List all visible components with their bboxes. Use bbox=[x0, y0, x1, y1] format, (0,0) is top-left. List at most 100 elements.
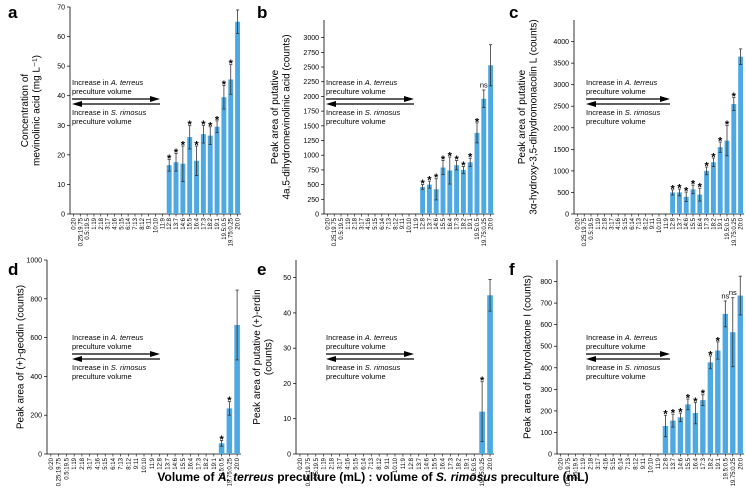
x-tick-label: 17:3 bbox=[448, 457, 454, 469]
x-tick-label: 8:12 bbox=[643, 217, 649, 229]
bar bbox=[228, 79, 234, 214]
annotation-text: Increase in bbox=[72, 108, 111, 117]
significance-star: * bbox=[725, 119, 730, 131]
x-tick-label: 20:0 bbox=[236, 217, 242, 229]
x-tick-label: 4:16 bbox=[616, 217, 622, 229]
x-tick-label: 19.5:0.5 bbox=[475, 217, 481, 239]
bar bbox=[690, 189, 696, 214]
bar bbox=[235, 21, 241, 214]
x-tick-label: 5:15 bbox=[103, 457, 109, 469]
significance-star: * bbox=[468, 152, 473, 164]
y-tick-label: 100 bbox=[540, 430, 552, 437]
y-tick-label: 800 bbox=[540, 279, 552, 286]
bar bbox=[677, 417, 684, 454]
bar bbox=[214, 126, 220, 214]
x-tick-label: 4:16 bbox=[345, 457, 351, 469]
y-tick-label: 50 bbox=[57, 64, 65, 71]
x-tick-label: 18:2 bbox=[456, 457, 462, 469]
y-tick-label: 40 bbox=[283, 310, 291, 317]
x-tick-label: 1:19 bbox=[92, 217, 98, 229]
y-axis-label-line: mevinolinic acid (mg L⁻¹) bbox=[32, 55, 43, 166]
significance-star: * bbox=[441, 154, 446, 166]
annotation-line: Increase in A. terreus bbox=[326, 333, 398, 342]
x-title-part: preculture (mL) : volume of bbox=[273, 470, 436, 484]
y-tick-label: 2000 bbox=[303, 94, 319, 101]
bar bbox=[697, 194, 703, 214]
y-axis-label: Peak area of putative4a,5-dihydromevinol… bbox=[270, 34, 293, 199]
annotation-line: preculture volume bbox=[72, 372, 132, 381]
arrow-right-icon bbox=[660, 96, 670, 102]
significance-star: * bbox=[454, 154, 459, 166]
significance-star: * bbox=[711, 151, 716, 163]
annotation-line: Increase in A. terreus bbox=[72, 333, 144, 342]
x-tick-label: 12:8 bbox=[663, 457, 669, 469]
x-tick-label: 10:10 bbox=[142, 457, 148, 473]
significance-star: * bbox=[732, 91, 737, 103]
x-tick-label: 0.25:19.75 bbox=[78, 217, 84, 246]
y-axis-label-line: Peak area of putative bbox=[270, 69, 281, 164]
annotation-line: preculture volume bbox=[326, 372, 386, 381]
x-tick-label: 8:12 bbox=[140, 217, 146, 229]
panel-label: c bbox=[509, 3, 518, 22]
x-tick-label: 3:17 bbox=[596, 457, 602, 469]
x-tick-label: 13:7 bbox=[677, 217, 683, 229]
arrow-left-icon bbox=[72, 101, 82, 107]
x-tick-label: 19.5:0.5 bbox=[220, 457, 226, 479]
x-tick-label: 4:16 bbox=[366, 217, 372, 229]
x-tick-label: 0:20 bbox=[71, 217, 77, 229]
x-tick-label: 19.75:0.25 bbox=[227, 457, 233, 486]
y-axis-label: Peak area of putative3α-hydroxy-3,5-dihy… bbox=[517, 19, 540, 215]
x-tick-label: 19.75:0.25 bbox=[731, 457, 737, 486]
bar bbox=[488, 65, 494, 215]
x-tick-label: 15:5 bbox=[433, 457, 439, 469]
annotation-text: Increase in bbox=[72, 363, 111, 372]
x-tick-label: 2:18 bbox=[353, 217, 359, 229]
y-tick-label: 0 bbox=[287, 452, 291, 459]
annotation-line: preculture volume bbox=[586, 87, 646, 96]
x-tick-label: 2:18 bbox=[99, 217, 105, 229]
annotation-line: preculture volume bbox=[326, 342, 386, 351]
x-tick-label: 9:11 bbox=[641, 457, 647, 469]
x-tick-label: 3:17 bbox=[609, 217, 615, 229]
significance-star: * bbox=[701, 388, 706, 400]
x-tick-label: 12:8 bbox=[421, 217, 427, 229]
x-tick-label: 15:5 bbox=[188, 217, 194, 229]
annotation-text: Increase in bbox=[326, 108, 365, 117]
annotation-line: Increase in S. rimosus bbox=[326, 108, 400, 117]
x-tick-label: 14:6 bbox=[434, 217, 440, 229]
y-tick-label: 2250 bbox=[303, 79, 319, 86]
annotation-species: S. rimosus bbox=[625, 363, 661, 372]
significance-star: * bbox=[663, 409, 668, 421]
significance-star: * bbox=[222, 79, 227, 91]
y-axis-label: Peak area of (+)-geodin (counts) bbox=[16, 285, 27, 429]
bar bbox=[221, 97, 227, 214]
x-tick-label: 19.5:0.5 bbox=[725, 217, 731, 239]
y-tick-label: 750 bbox=[307, 167, 319, 174]
annotation-line: preculture volume bbox=[326, 87, 386, 96]
y-tick-label: 400 bbox=[30, 374, 42, 381]
y-tick-label: 3000 bbox=[553, 82, 569, 89]
y-tick-label: 1250 bbox=[303, 138, 319, 145]
y-axis-label-line: 4a,5-dihydromevinolinic acid (counts) bbox=[282, 34, 293, 199]
x-tick-label: 15:5 bbox=[686, 457, 692, 469]
significance-star: * bbox=[704, 161, 709, 173]
arrow-right-icon bbox=[404, 96, 414, 102]
x-tick-label: 17:3 bbox=[455, 217, 461, 229]
significance-star: * bbox=[677, 182, 682, 194]
x-tick-label: 16:4 bbox=[189, 457, 195, 469]
significance-star: * bbox=[670, 183, 675, 195]
x-tick-label: 11:9 bbox=[414, 217, 420, 229]
x-tick-label: 0.25:19.75 bbox=[57, 457, 63, 486]
x-tick-label: 11:9 bbox=[160, 217, 166, 229]
y-tick-label: 0 bbox=[38, 452, 42, 459]
x-tick-label: 10:10 bbox=[649, 457, 655, 473]
significance-star: * bbox=[194, 139, 199, 151]
x-tick-label: 6:14 bbox=[126, 217, 132, 229]
x-tick-label: 7:13 bbox=[626, 457, 632, 469]
arrow-left-icon bbox=[326, 356, 336, 362]
y-axis-label: Peak area of putative (+)-erdin(counts) bbox=[252, 289, 275, 424]
panel-label: e bbox=[257, 260, 266, 279]
y-tick-label: 500 bbox=[307, 182, 319, 189]
y-tick-label: 30 bbox=[57, 123, 65, 130]
